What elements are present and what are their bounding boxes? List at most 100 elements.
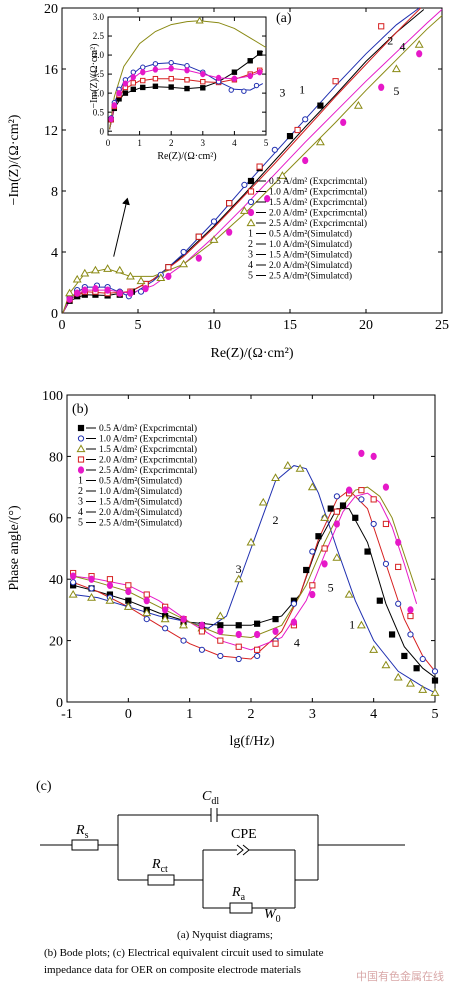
inset-point-s3: [168, 59, 174, 66]
legend-marker: [77, 424, 85, 432]
nyquist-x-tick-label: 5: [135, 318, 142, 333]
legend-number: 4: [248, 260, 253, 271]
bode-point-s1: [303, 566, 310, 574]
bode-point-s3: [381, 660, 391, 669]
bode-point-s5: [217, 627, 224, 636]
label-cpe: CPE: [231, 827, 257, 842]
legend-entry: 2.5 A/dm² (Expcrimcntal): [269, 218, 367, 229]
nyquist-y-tick-label: 16: [44, 63, 58, 78]
bode-point-s4: [106, 576, 114, 583]
inset-point-s1: [231, 69, 238, 75]
bode-x-tick-label: 5: [432, 707, 439, 722]
bode-point-s2: [419, 655, 426, 663]
inset-x-tick-label: 1: [137, 138, 142, 148]
bode-point-s1: [413, 665, 420, 672]
bode-legend: 0.5 A/dm² (Expcrimcntal)1.0 A/dm² (Expcr…: [76, 423, 197, 529]
legend-entry: 0.5 A/dm²(Simulatcd): [99, 476, 182, 487]
legend-number: 2: [78, 486, 83, 497]
bode-point-s4: [358, 487, 365, 494]
inset-y-tick-label: 1.0: [93, 88, 105, 98]
inset-point-s4: [184, 67, 190, 74]
bode-y-tick-label: 40: [49, 573, 63, 588]
inset-point-s4: [168, 65, 174, 72]
inset-point-s1: [122, 90, 129, 96]
nyquist-y-axis-label: −Im(Z)/(Ω·cm²): [7, 114, 22, 205]
inset-point-s3: [152, 61, 159, 67]
nyquist-y-tick-label: 0: [51, 307, 58, 322]
inset-point-s1: [184, 85, 190, 92]
bode-simulated-curve-3: [73, 465, 436, 694]
nyquist-point-s4: [66, 295, 73, 303]
nyquist-point-s4: [340, 118, 347, 126]
nyquist-point-s5: [156, 273, 166, 282]
bode-point-s4: [217, 637, 224, 644]
nyquist-y-tick-label: 20: [44, 2, 58, 17]
legend-entry: 0.5 A/dm²(Simulatcd): [269, 229, 352, 240]
inset-point-s1: [130, 86, 136, 93]
legend-number: 5: [248, 271, 253, 282]
legend-entry: 1.5 A/dm²(Simulatcd): [269, 250, 352, 261]
bode-y-tick-label: 80: [49, 450, 63, 465]
bode-point-s4: [309, 582, 316, 589]
inset-point-s4: [247, 72, 253, 80]
nyquist-point-s4: [416, 50, 423, 58]
inset-y-tick-label: 0.5: [93, 107, 105, 117]
legend-entry: 2.0 A/dm²(Simulatcd): [269, 260, 352, 271]
bode-point-s4: [235, 643, 242, 650]
nyquist-point-s5: [239, 206, 249, 214]
legend-entry: 0.5 A/dm² (Expcrimcntal): [269, 176, 367, 187]
inset-point-s1: [140, 84, 146, 91]
inset-data-points: [108, 16, 263, 123]
caption-line-3: impedance data for OER on composite elec…: [44, 964, 301, 976]
bode-point-s2: [309, 548, 316, 555]
bode-point-s1: [352, 514, 359, 521]
legend-number: 4: [78, 507, 83, 518]
nyquist-x-tick-label: 15: [283, 318, 297, 333]
nyquist-point-s3: [241, 181, 248, 188]
legend-entry: 2.0 A/dm² (Expcrimcntal): [99, 455, 197, 466]
bode-point-s4: [407, 612, 414, 620]
bode-point-s2: [358, 496, 365, 503]
inset-y-tick-label: 0: [100, 126, 105, 136]
legend-number: 1: [248, 229, 253, 240]
bode-x-tick-label: 0: [125, 707, 132, 722]
inset-point-s3: [253, 82, 260, 89]
nyquist-point-s5: [115, 265, 125, 274]
bode-point-s3: [430, 688, 440, 696]
bode-point-s2: [290, 600, 298, 607]
caption-line-1: (a) Nyquist diagrams;: [177, 929, 273, 941]
bode-point-s2: [431, 668, 439, 675]
bode-x-tick-label: 3: [309, 707, 316, 722]
nyquist-point-s4: [127, 289, 134, 297]
nyquist-curve-label: 4: [399, 40, 405, 54]
inset-ticks: 0 1 2 3 4 5 0 0.5 1.0 1.5 2.0 2.5 3.0: [93, 12, 269, 148]
legend-entry: 1.0 A/dm²(Simulatcd): [99, 486, 182, 497]
bode-point-s3: [295, 464, 305, 472]
legend-number: 5: [78, 518, 83, 529]
bode-point-s2: [333, 493, 340, 500]
legend-entry: 1.0 A/dm² (Expcrimcntal): [269, 187, 367, 198]
nyquist-point-s5: [90, 265, 100, 274]
bode-point-s2: [198, 646, 206, 653]
bode-point-s3: [123, 602, 133, 610]
bode-point-s5: [333, 520, 340, 528]
bode-point-s5: [358, 449, 365, 457]
inset-x-tick-label: 5: [264, 138, 269, 148]
bode-point-s2: [254, 652, 261, 660]
inset-simulated-curve-5: [109, 20, 267, 130]
inset-point-s4: [140, 69, 146, 76]
nyquist-x-axis-label: Re(Z)/(Ω·cm²): [210, 346, 293, 361]
legend-entry: 2.5 A/dm² (Expcrimcntal): [99, 465, 197, 476]
nyquist-point-s5: [103, 264, 113, 272]
bode-curve-label: 4: [294, 636, 300, 650]
bode-point-s2: [180, 637, 187, 644]
inset-point-s1: [152, 83, 159, 89]
nyquist-data-points: [65, 23, 424, 304]
inset-y-tick-label: 1.5: [93, 69, 105, 79]
nyquist-point-s4: [142, 284, 149, 293]
inset-x-tick-label: 4: [232, 138, 237, 148]
inset-point-s3: [241, 88, 247, 94]
legend-entry: 2.0 A/dm²(Simulatcd): [99, 507, 182, 518]
nyquist-point-s4: [302, 156, 309, 165]
